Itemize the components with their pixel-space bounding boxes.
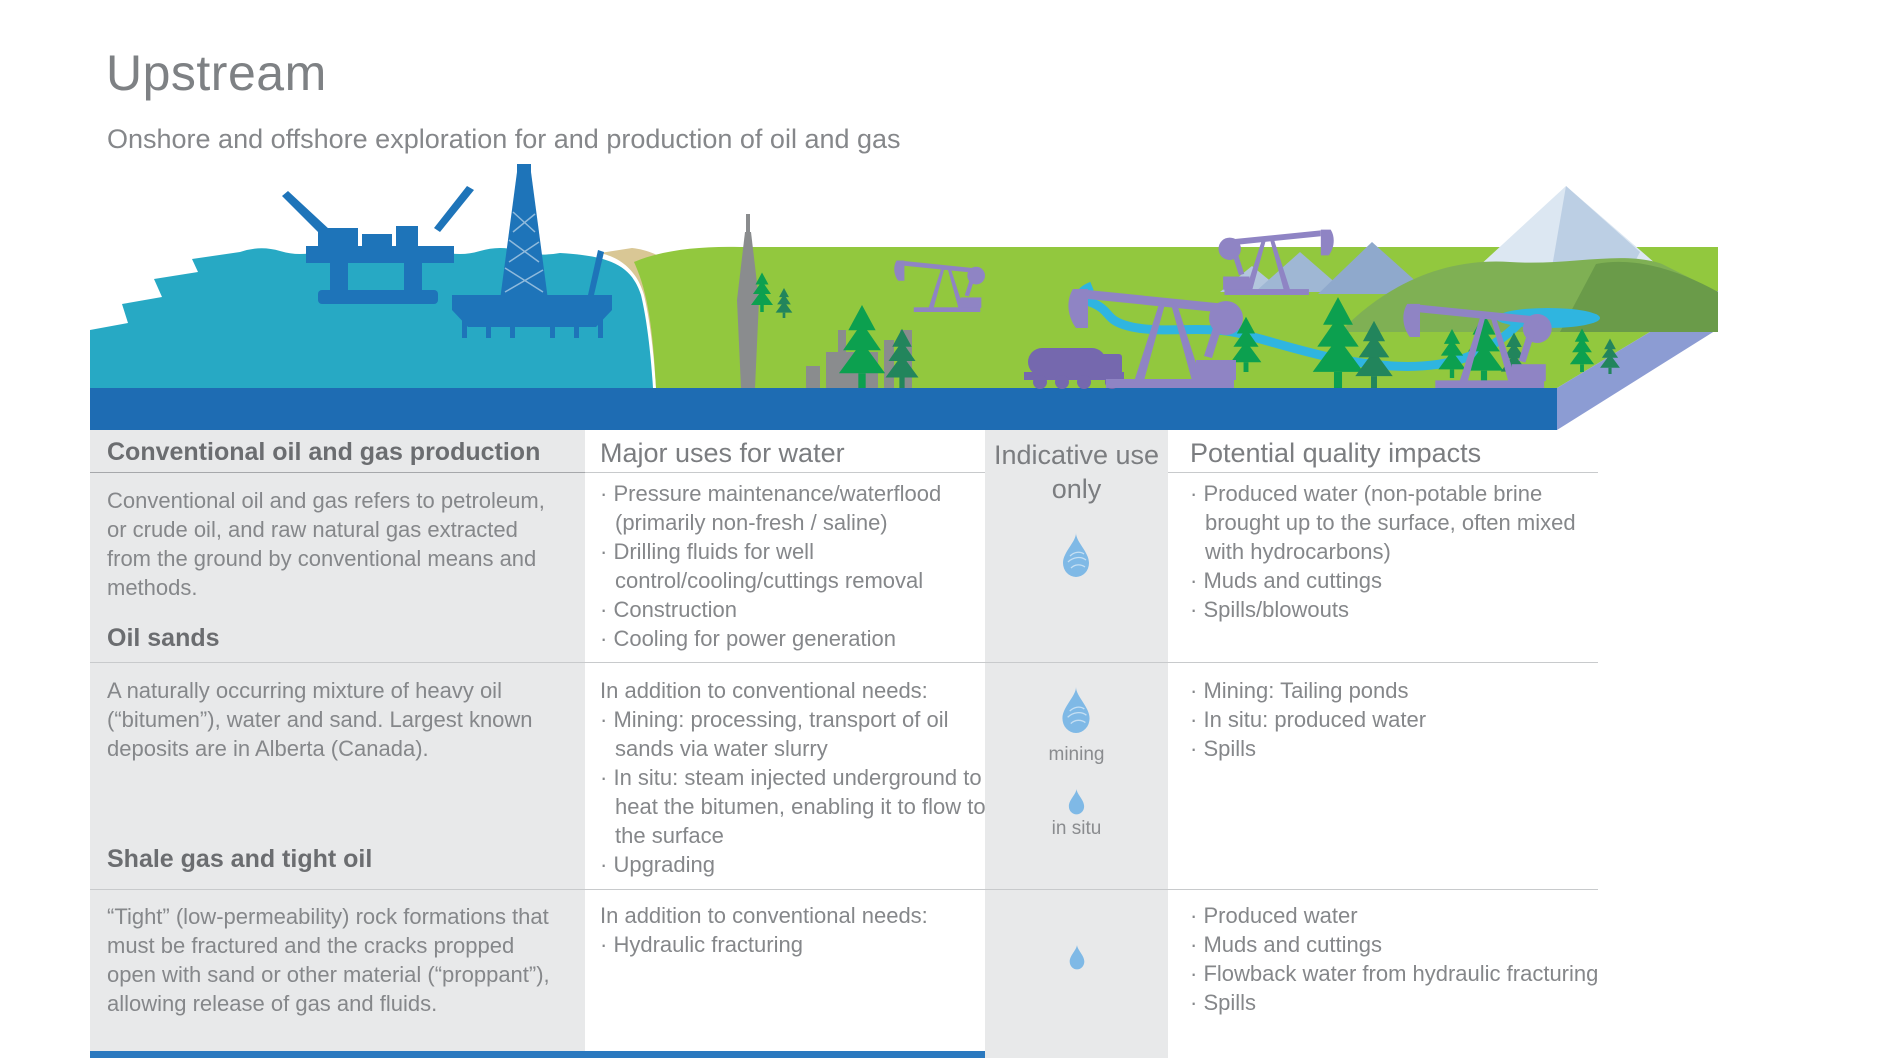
list-item: Spills [1190, 988, 1600, 1017]
list-item: Hydraulic fracturing [600, 930, 990, 959]
header-rule-col4 [1168, 472, 1598, 473]
list-item: Upgrading [600, 850, 990, 879]
oil-sands-water-uses: In addition to conventional needs: Minin… [600, 676, 990, 879]
lake [1496, 308, 1600, 328]
drilling-rig [452, 164, 612, 338]
page-subtitle: Onshore and offshore exploration for and… [107, 124, 901, 154]
water-drop-insitu-icon [1068, 788, 1085, 815]
list-item: Construction [600, 595, 980, 624]
row-divider-2 [90, 889, 1598, 890]
drop-label-mining: mining [1048, 744, 1105, 765]
page-title: Upstream [106, 45, 327, 101]
list-intro: In addition to conventional needs: [600, 903, 928, 928]
drop-label-insitu: in situ [1051, 818, 1102, 839]
column-header-impacts: Potential quality impacts [1190, 438, 1482, 468]
water-drop-shale-icon [1069, 944, 1085, 970]
column-header-indicative: Indicative use only [993, 440, 1160, 504]
list-item: Cooling for power generation [600, 624, 980, 653]
column-header-conventional: Conventional oil and gas production [107, 438, 541, 466]
list-item: Produced water (non-potable brine brough… [1190, 479, 1590, 566]
list-item: Muds and cuttings [1190, 566, 1590, 595]
water-drop-mining-icon [1062, 687, 1090, 733]
header-rule-col1 [90, 472, 585, 473]
shale-gas-impacts: Produced water Muds and cuttings Flowbac… [1190, 901, 1600, 1017]
list-item: Spills/blowouts [1190, 595, 1590, 624]
list-item: Muds and cuttings [1190, 930, 1600, 959]
offshore-platform [282, 186, 474, 304]
section-title-oil-sands: Oil sands [107, 624, 220, 652]
shale-gas-water-uses: In addition to conventional needs: Hydra… [600, 901, 990, 959]
block-front-face [90, 388, 1557, 430]
list-item: In situ: steam injected underground to h… [600, 763, 990, 850]
list-intro: In addition to conventional needs: [600, 678, 928, 703]
list-item: Spills [1190, 734, 1590, 763]
list-item: Flowback water from hydraulic fracturing [1190, 959, 1600, 988]
list-item: In situ: produced water [1190, 705, 1590, 734]
oil-sands-description: A naturally occurring mixture of heavy o… [107, 678, 533, 761]
conventional-water-uses: Pressure maintenance/waterflood (primari… [600, 479, 980, 653]
tank-truck [1024, 348, 1124, 389]
water-drop-icon [1063, 533, 1089, 577]
column-header-water-uses: Major uses for water [600, 438, 845, 468]
header-rule-col2 [585, 472, 985, 473]
list-item: Mining: processing, transport of oil san… [600, 705, 990, 763]
section-title-shale-gas: Shale gas and tight oil [107, 845, 373, 873]
list-item: Pressure maintenance/waterflood (primari… [600, 479, 980, 537]
oil-sands-impacts: Mining: Tailing ponds In situ: produced … [1190, 676, 1590, 763]
list-item: Drilling fluids for well control/cooling… [600, 537, 980, 595]
pumpjacks [894, 229, 1552, 389]
river [1077, 281, 1524, 371]
column-bg-descriptions [90, 430, 585, 1058]
list-item: Produced water [1190, 901, 1600, 930]
conventional-impacts: Produced water (non-potable brine brough… [1190, 479, 1590, 624]
conventional-description: Conventional oil and gas refers to petro… [107, 488, 545, 600]
shale-gas-description: “Tight” (low-permeability) rock formatio… [107, 904, 550, 1016]
list-item: Mining: Tailing ponds [1190, 676, 1590, 705]
row-divider-1 [90, 662, 1598, 663]
next-section-band [90, 1051, 985, 1058]
